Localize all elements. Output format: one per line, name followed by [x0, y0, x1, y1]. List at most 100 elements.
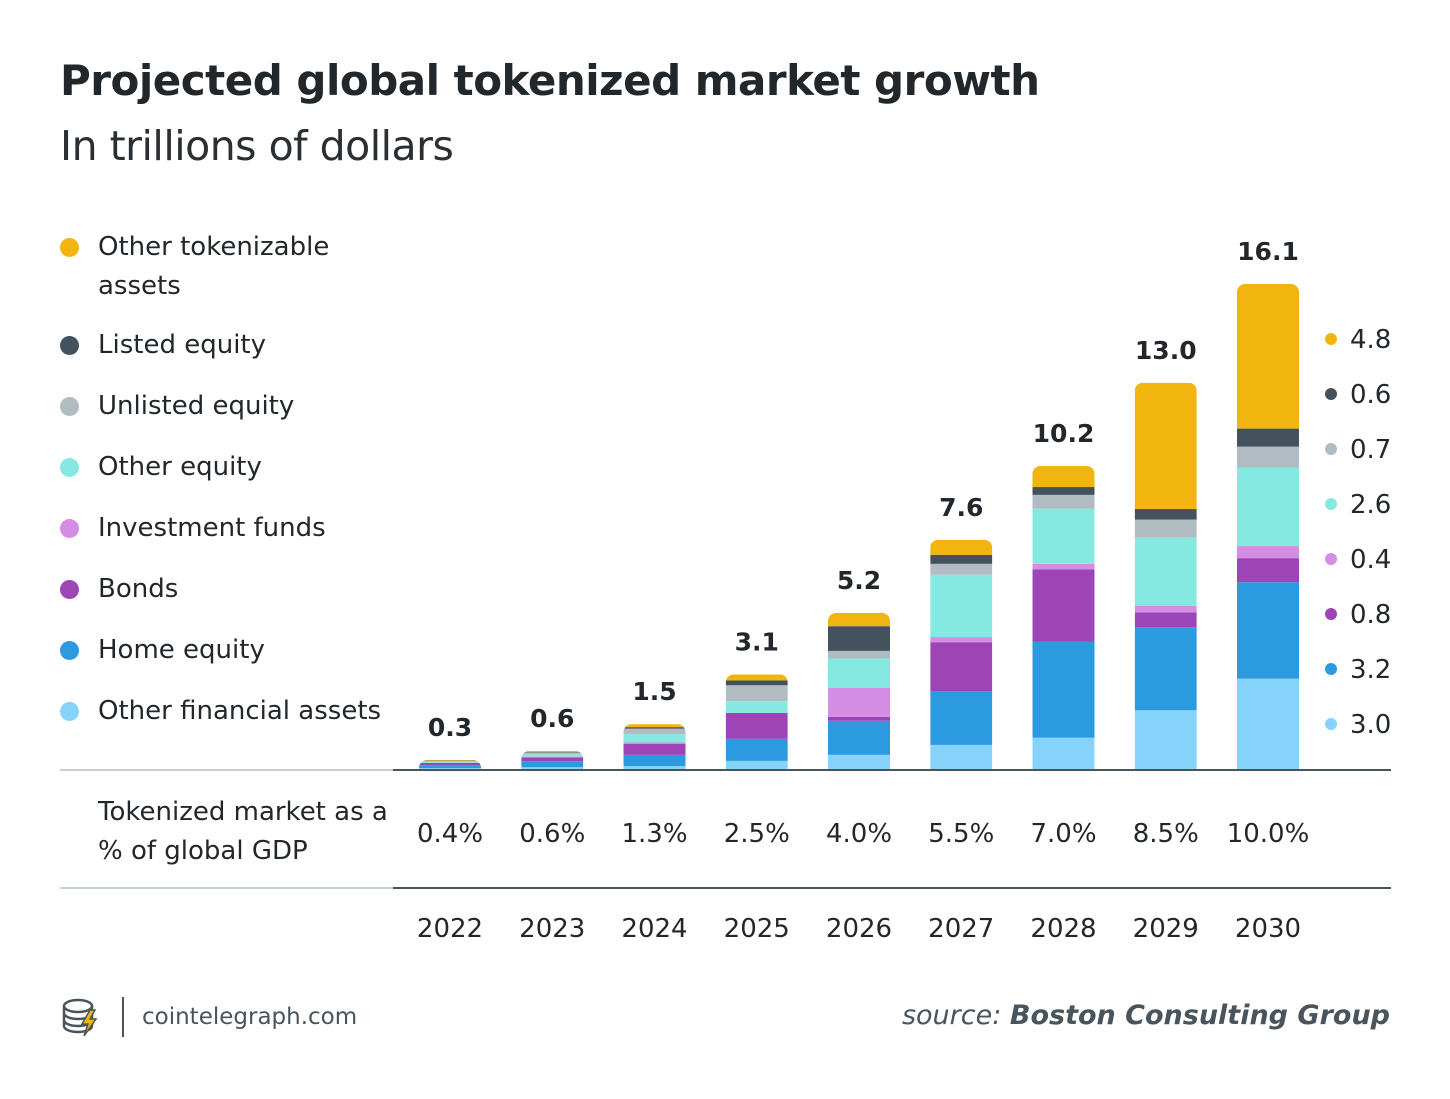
total-label-2026: 5.2 [837, 566, 881, 595]
x-tick-label-2028: 2028 [1030, 914, 1096, 944]
legend-swatch [60, 702, 79, 721]
bar-segment-other-equity-2024 [623, 734, 686, 743]
gdp-value-2030: 10.0% [1227, 819, 1310, 849]
x-tick-label-2023: 2023 [519, 914, 585, 944]
bar-stack-2029 [1134, 382, 1197, 769]
right-value-label-other-financial-assets: 3.0 [1350, 710, 1391, 740]
bar-segment-unlisted-equity-2025 [725, 685, 788, 702]
right-label-dot-home-equity [1325, 663, 1337, 675]
bar-segment-home-equity-2028 [1032, 641, 1095, 738]
bar-segment-home-equity-2025 [725, 738, 788, 761]
right-label-dot-investment-funds [1325, 553, 1337, 565]
bar-segment-bonds-2028 [1032, 569, 1095, 642]
bar-segment-listed-equity-2028 [1032, 487, 1095, 495]
bar-segment-bonds-2026 [828, 716, 890, 721]
bar-segment-other-financial-assets-2026 [828, 754, 890, 769]
legend-label: Investment funds [98, 513, 326, 543]
bar-segment-unlisted-equity-2022 [419, 760, 481, 762]
right-value-label-home-equity: 3.2 [1350, 655, 1391, 685]
legend-swatch [60, 238, 79, 257]
bar-segment-other-financial-assets-2030 [1237, 678, 1299, 769]
right-value-label-bonds: 0.8 [1350, 600, 1391, 630]
bar-segment-investment-funds-2029 [1134, 605, 1197, 613]
bar-segment-bonds-2023 [521, 757, 584, 762]
bar-segment-listed-equity-2024 [623, 727, 686, 729]
legend-label: Home equity [98, 635, 265, 665]
bar-stack-2030 [1237, 284, 1299, 769]
x-tick-label-2026: 2026 [826, 914, 892, 944]
bar-segment-other-financial-assets-2022 [419, 768, 481, 769]
bar-segment-home-equity-2023 [521, 761, 584, 768]
gdp-value-2022: 0.4% [417, 819, 483, 849]
right-label-dot-other-equity [1325, 498, 1337, 510]
x-tick-label-2024: 2024 [621, 914, 687, 944]
bar-stack-2026 [828, 612, 890, 769]
bar-segment-other-tokenizable-assets-2029 [1134, 382, 1197, 510]
bar-segment-other-tokenizable-assets-2022 [419, 759, 481, 761]
bar-segment-investment-funds-2024 [623, 742, 686, 744]
legend-item-other-tokenizable-assets: Other tokenizable assets [60, 228, 360, 306]
chart-title: Projected global tokenized market growth [60, 56, 1040, 105]
bar-segment-other-equity-2027 [930, 574, 993, 638]
bar-segment-other-financial-assets-2023 [521, 767, 584, 769]
x-tick-label-2025: 2025 [724, 914, 790, 944]
bar-stack-2023 [521, 750, 584, 769]
legend-item-home-equity: Home equity [60, 631, 265, 670]
bar-segment-unlisted-equity-2026 [828, 650, 890, 659]
bar-segment-other-tokenizable-assets-2027 [930, 539, 993, 555]
source-note: source: Boston Consulting Group [902, 1000, 1390, 1031]
right-value-label-other-equity: 2.6 [1350, 490, 1391, 520]
bar-segment-home-equity-2029 [1134, 627, 1197, 711]
legend-label: Other financial assets [98, 696, 382, 726]
x-tick-label-2022: 2022 [417, 914, 483, 944]
bar-segment-other-tokenizable-assets-2024 [623, 724, 686, 728]
gdp-value-2027: 5.5% [928, 819, 994, 849]
bar-segment-other-equity-2025 [725, 701, 788, 713]
x-tick-label-2029: 2029 [1133, 914, 1199, 944]
bar-segment-home-equity-2022 [419, 765, 481, 769]
bar-segment-unlisted-equity-2030 [1237, 446, 1299, 468]
right-label-dot-unlisted-equity [1325, 443, 1337, 455]
right-value-label-investment-funds: 0.4 [1350, 545, 1391, 575]
bar-stack-2027 [930, 539, 993, 769]
legend-label: Other tokenizable assets [98, 232, 330, 301]
bar-segment-other-financial-assets-2025 [725, 760, 788, 769]
bar-segment-listed-equity-2026 [828, 626, 890, 651]
bar-segment-other-tokenizable-assets-2030 [1237, 284, 1299, 429]
bar-segment-other-equity-2026 [828, 658, 890, 688]
right-label-dot-other-tokenizable-assets [1325, 333, 1337, 345]
right-label-dot-bonds [1325, 608, 1337, 620]
bar-segment-listed-equity-2027 [930, 554, 993, 564]
bar-segment-other-financial-assets-2028 [1032, 737, 1095, 769]
bar-segment-listed-equity-2025 [725, 680, 788, 686]
bar-segment-other-financial-assets-2024 [623, 765, 686, 769]
bar-segment-home-equity-2026 [828, 720, 890, 755]
legend-label: Other equity [98, 452, 262, 482]
bar-segment-investment-funds-2027 [930, 637, 993, 643]
bar-stack-2022 [419, 759, 481, 769]
bar-segment-other-equity-2029 [1134, 537, 1197, 606]
bar-segment-investment-funds-2030 [1237, 546, 1299, 559]
gdp-row-label: Tokenized market as a % of global GDP [98, 797, 388, 866]
legend-swatch [60, 580, 79, 599]
bar-segment-unlisted-equity-2023 [521, 752, 584, 755]
legend-item-bonds: Bonds [60, 570, 178, 609]
bar-segment-listed-equity-2023 [521, 752, 584, 753]
bar-segment-other-tokenizable-assets-2023 [521, 750, 584, 753]
right-value-label-other-tokenizable-assets: 4.8 [1350, 325, 1391, 355]
legend-swatch [60, 519, 79, 538]
bar-segment-listed-equity-2030 [1237, 428, 1299, 447]
bar-stack-2025 [725, 674, 788, 769]
gdp-value-2025: 2.5% [724, 819, 790, 849]
legend-item-other-financial-assets: Other financial assets [60, 692, 381, 731]
bar-segment-bonds-2022 [419, 762, 481, 766]
bar-stack-2024 [623, 724, 686, 769]
total-label-2027: 7.6 [939, 493, 983, 522]
coins-logo-icon [62, 998, 98, 1037]
bar-segment-investment-funds-2028 [1032, 563, 1095, 570]
total-label-2025: 3.1 [735, 627, 779, 656]
brand: cointelegraph.com [60, 996, 357, 1038]
bar-segment-bonds-2025 [725, 712, 788, 739]
total-label-2030: 16.1 [1237, 237, 1299, 266]
legend-item-listed-equity: Listed equity [60, 326, 266, 365]
